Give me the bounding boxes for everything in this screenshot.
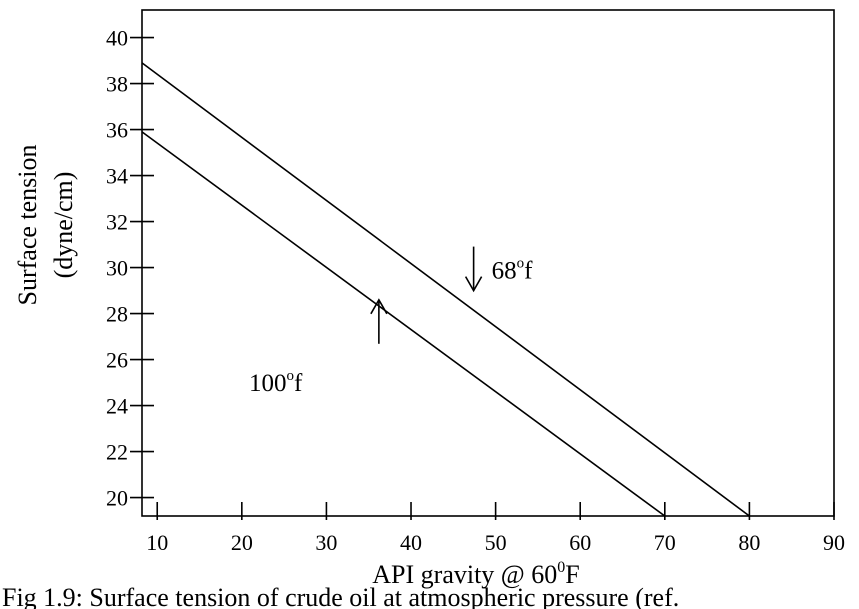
x-axis-title-sup: 0 <box>557 559 565 576</box>
y-tick-label: 30 <box>106 256 128 281</box>
x-tick-label: 20 <box>231 530 253 555</box>
figure-caption: Fig 1.9: Surface tension of crude oil at… <box>2 583 679 609</box>
y-tick-label: 32 <box>106 210 128 235</box>
x-tick-label: 40 <box>400 530 422 555</box>
series-line <box>141 62 750 517</box>
series-line <box>141 131 666 517</box>
y-tick-label: 22 <box>106 440 128 465</box>
annotation-68f: 68of <box>492 256 534 285</box>
x-tick-label: 30 <box>315 530 337 555</box>
y-tick-label: 26 <box>106 348 128 373</box>
x-tick-label: 80 <box>738 530 760 555</box>
y-tick-label: 36 <box>106 118 128 143</box>
y-tick-label: 38 <box>106 72 128 97</box>
x-axis-title: API gravity @ 600F <box>372 559 579 589</box>
y-axis-title: Surface tension <box>13 144 42 305</box>
y-tick-label: 28 <box>106 302 128 327</box>
y-axis-units: (dyne/cm) <box>49 172 78 279</box>
x-tick-label: 60 <box>569 530 591 555</box>
x-tick-label: 90 <box>823 530 845 555</box>
y-tick-label: 24 <box>106 394 128 419</box>
x-tick-label: 70 <box>654 530 676 555</box>
y-tick-label: 20 <box>106 486 128 511</box>
x-tick-label: 50 <box>485 530 507 555</box>
y-tick-label: 40 <box>106 26 128 51</box>
plot-area: 20 22 24 26 28 30 32 34 36 38 40 10 20 30 40 50 60 70 80 90… <box>106 9 845 555</box>
arrow-100f-head <box>370 298 388 315</box>
annotation-100f: 100of <box>249 368 303 397</box>
y-tick-label: 34 <box>106 164 128 189</box>
x-axis-title-tail: F <box>565 560 579 589</box>
arrow-68f-head <box>464 276 483 293</box>
plot-frame <box>141 9 835 517</box>
x-axis-title-main: API gravity @ 60 <box>372 560 557 589</box>
x-tick-label: 10 <box>146 530 168 555</box>
